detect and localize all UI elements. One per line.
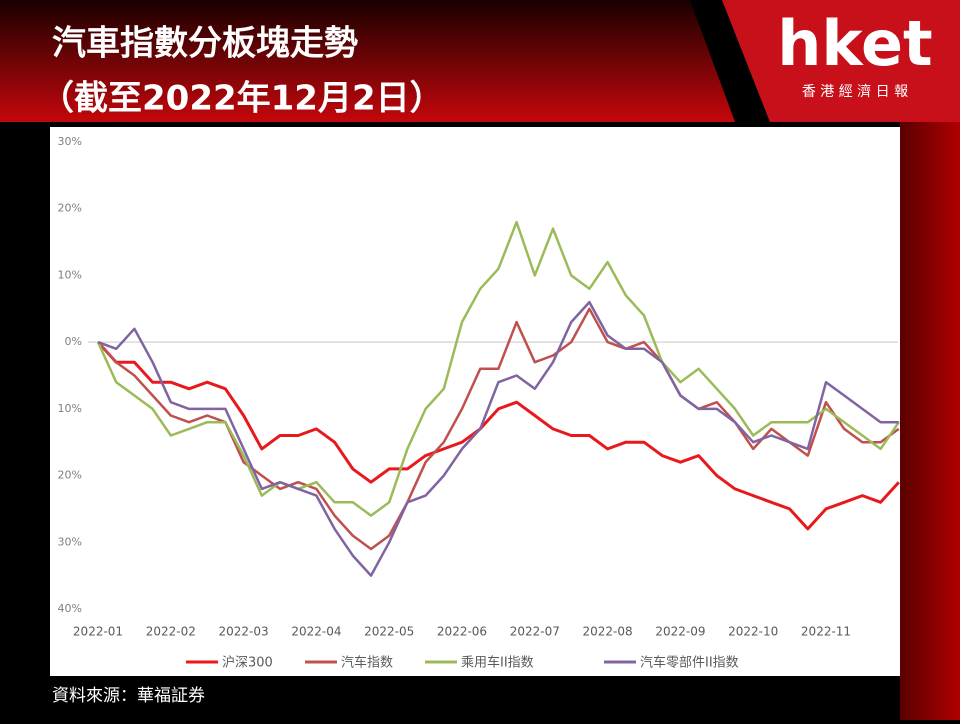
x-tick-label: 2022-11 <box>801 625 851 639</box>
y-tick-label: 40% <box>58 602 82 615</box>
legend-label: 乘用车II指数 <box>461 655 534 671</box>
x-tick-label: 2022-02 <box>146 625 196 639</box>
x-tick-label: 2022-04 <box>291 625 341 639</box>
title: 汽車指數分板塊走勢 <box>52 24 358 64</box>
x-tick-label: 2022-03 <box>219 625 269 639</box>
logo: hket <box>777 7 932 80</box>
logo-area <box>722 0 960 122</box>
x-tick-label: 2022-05 <box>364 625 414 639</box>
y-tick-label: 30% <box>58 535 82 548</box>
plot: 30% 20% 10% 0% 10% 20% 30% 40% 2022-01 2022-02 202… <box>58 135 900 671</box>
x-tick-label: 2022-09 <box>655 625 705 639</box>
y-tick-label: 20% <box>58 469 82 482</box>
side-band <box>900 122 960 720</box>
logo-name: 香 港 經 濟 日 報 <box>802 84 908 100</box>
y-tick-label: 10% <box>58 268 82 281</box>
y-tick-label: 10% <box>58 402 82 415</box>
series-line <box>97 300 899 577</box>
legend-label: 汽车指数 <box>341 655 393 671</box>
header-stripe <box>690 0 770 122</box>
x-tick-label: 2022-10 <box>728 625 778 639</box>
x-tick-label: 2022-07 <box>510 625 560 639</box>
x-tick-label: 2022-01 <box>73 625 123 639</box>
y-tick-label: 20% <box>58 202 82 215</box>
subtitle: （截至2022年12月2日） <box>40 79 444 119</box>
x-tick-label: 2022-08 <box>583 625 633 639</box>
x-tick-label: 2022-06 <box>437 625 487 639</box>
series-line <box>96 220 900 517</box>
y-tick-label: 30% <box>58 135 82 148</box>
y-tick-label: 0% <box>65 335 82 348</box>
chart-area <box>50 127 900 676</box>
series-line <box>96 341 900 531</box>
legend-label: 汽车零部件II指数 <box>640 655 739 671</box>
source: 資料來源：華福証券 <box>52 686 205 706</box>
legend-label: 沪深300 <box>222 655 273 671</box>
